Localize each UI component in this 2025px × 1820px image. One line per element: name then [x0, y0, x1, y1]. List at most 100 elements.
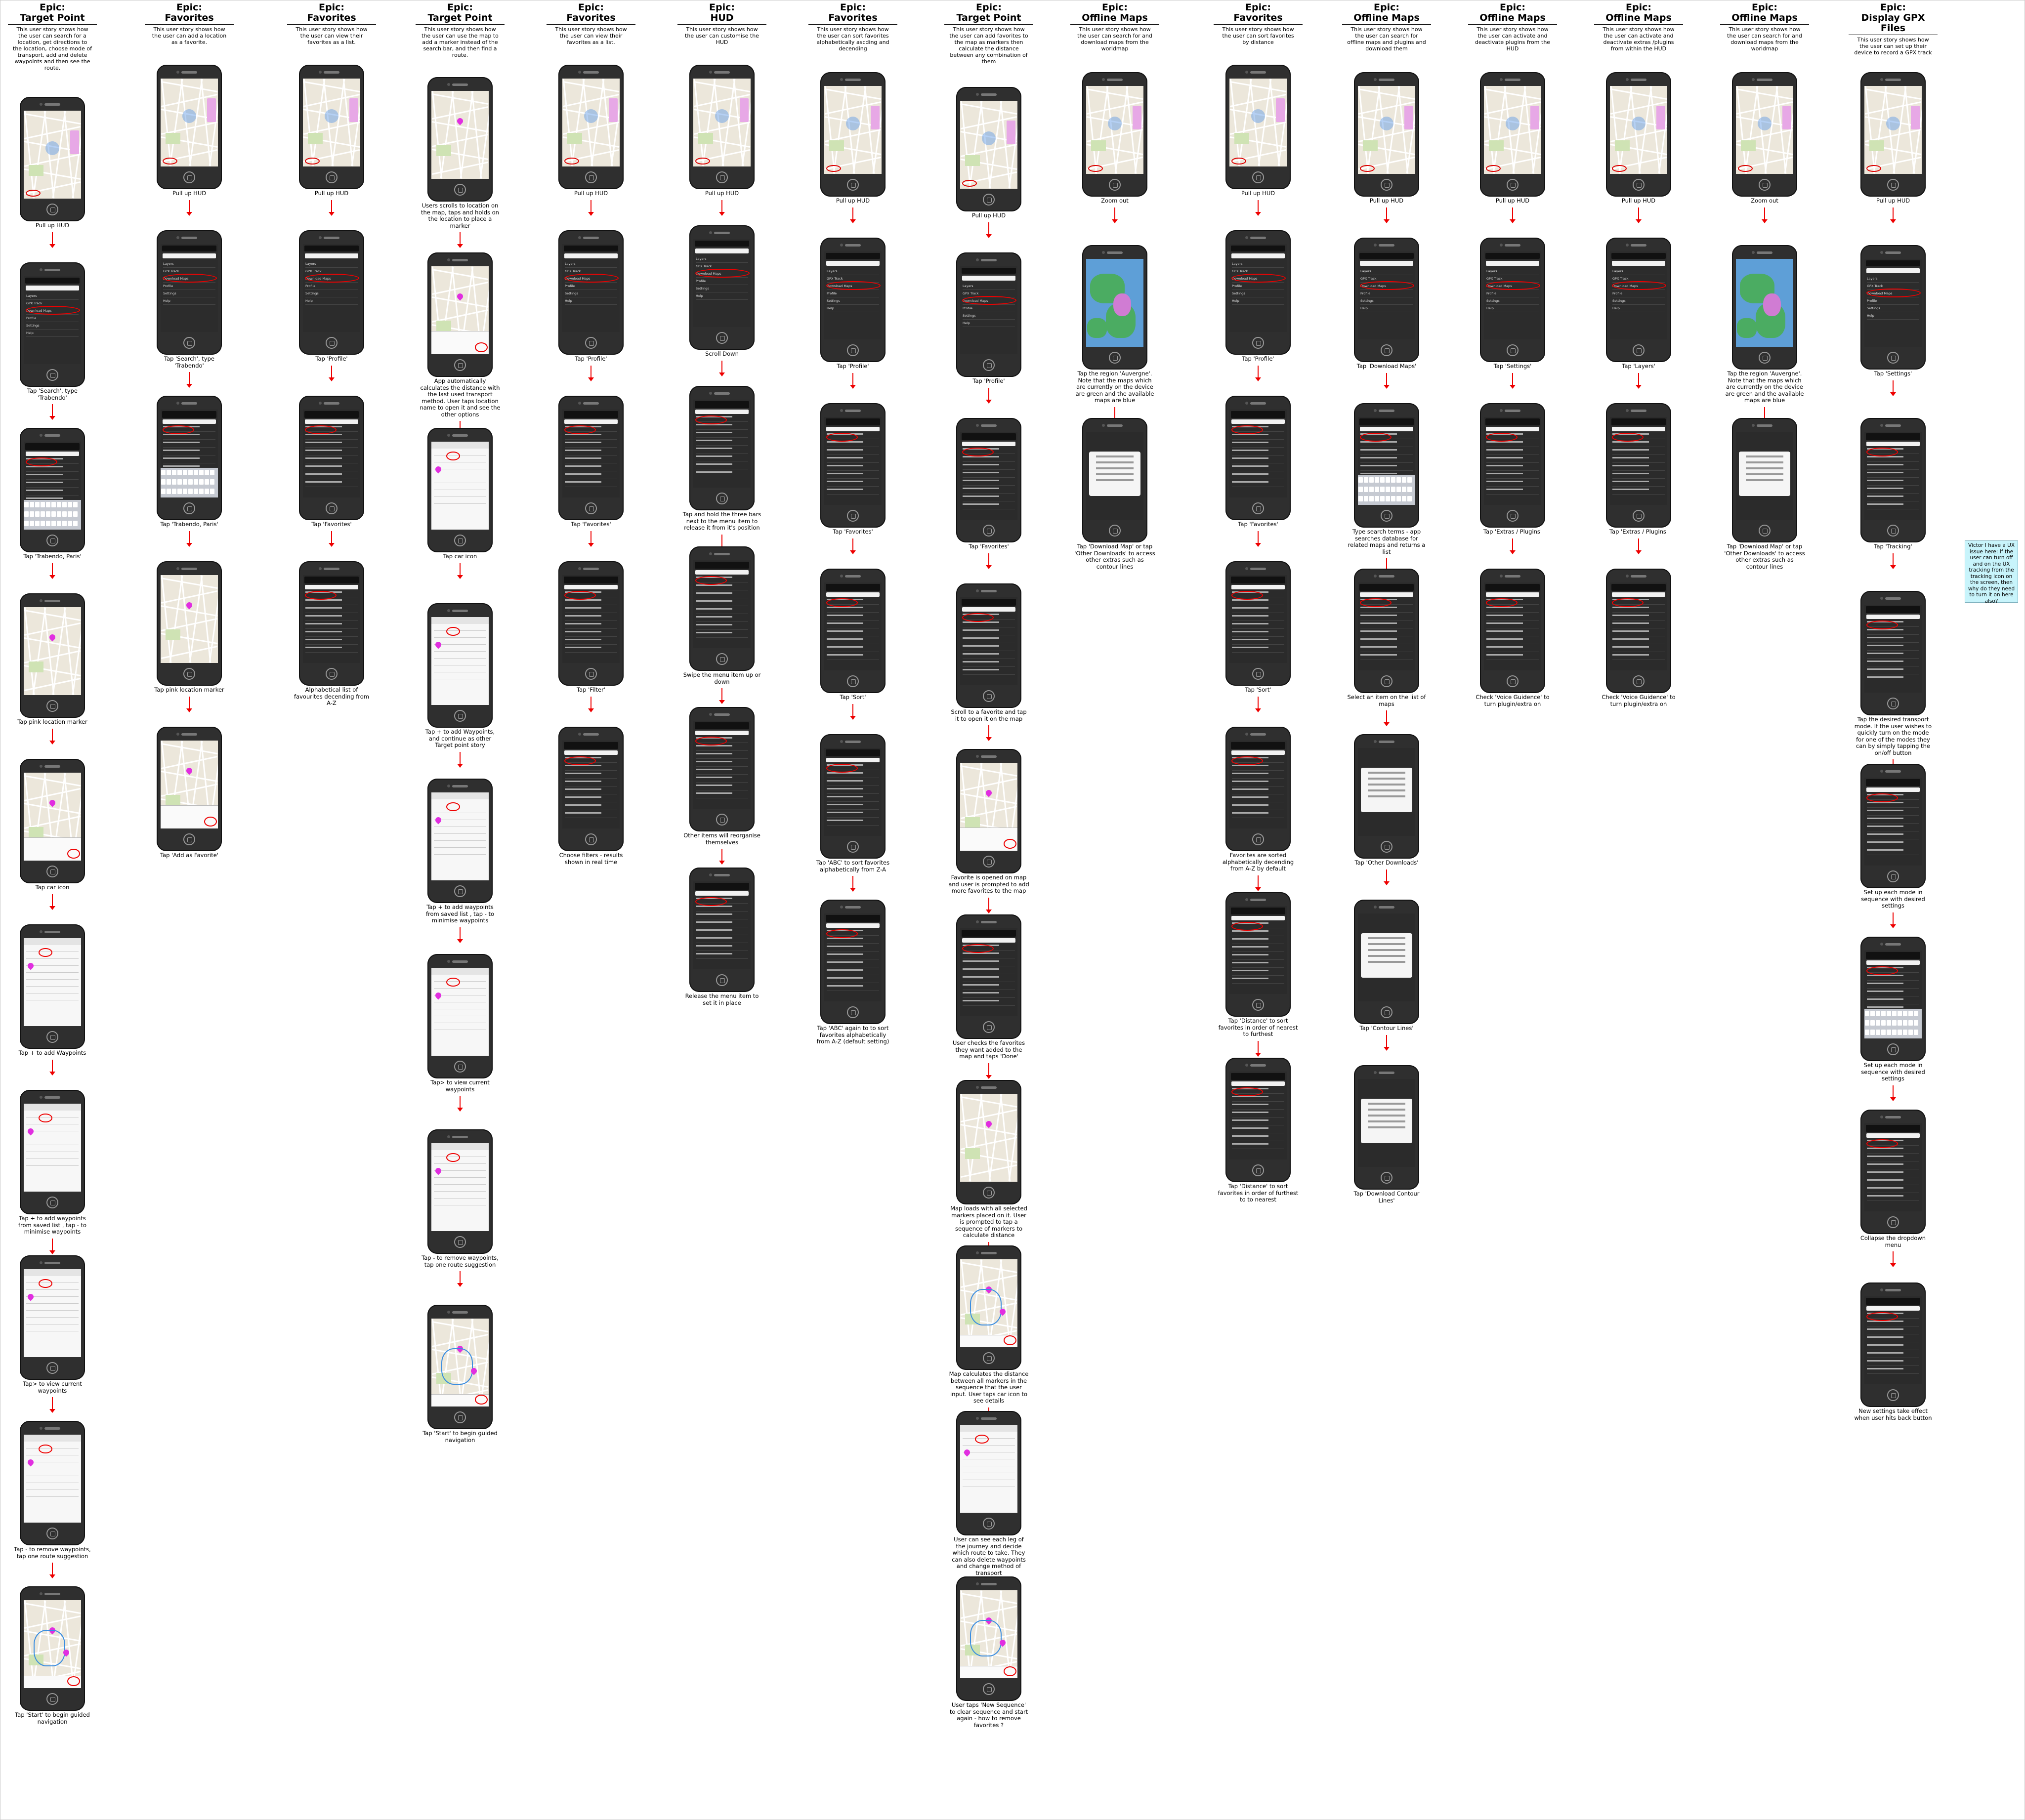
list-item[interactable]: [827, 977, 879, 983]
list-item[interactable]: [1867, 975, 1919, 981]
map-screen[interactable]: [1229, 79, 1287, 166]
menu-item[interactable]: Help: [1867, 312, 1919, 320]
waypoint-row[interactable]: [26, 1147, 79, 1152]
home-button-icon[interactable]: [983, 856, 995, 868]
menu-item[interactable]: Layers: [1612, 268, 1665, 275]
menu-item[interactable]: Settings: [565, 290, 617, 297]
home-button-icon[interactable]: [1633, 179, 1645, 191]
waypoint-row[interactable]: [26, 1160, 79, 1166]
list-item[interactable]: [1612, 654, 1665, 660]
list-item[interactable]: [1486, 473, 1539, 479]
list-item[interactable]: [305, 434, 358, 440]
list-item[interactable]: [565, 788, 617, 794]
list-item[interactable]: [1360, 457, 1413, 463]
list-item[interactable]: [1867, 464, 1919, 470]
keyboard[interactable]: [161, 468, 218, 497]
home-button-icon[interactable]: [46, 700, 58, 712]
list-item[interactable]: [26, 474, 79, 480]
home-button-icon[interactable]: [847, 841, 859, 853]
waypoint-row[interactable]: [434, 1193, 486, 1199]
list-screen[interactable]: [1864, 432, 1922, 520]
list-item[interactable]: [1232, 607, 1284, 613]
home-button-icon[interactable]: [454, 359, 466, 371]
map-screen[interactable]: [1358, 86, 1415, 174]
list-item[interactable]: [565, 465, 617, 471]
list-item[interactable]: [827, 961, 879, 967]
list-item[interactable]: [305, 623, 358, 629]
list-item[interactable]: [1867, 1171, 1919, 1177]
home-button-icon[interactable]: [46, 866, 58, 877]
waypoint-row[interactable]: [434, 457, 486, 462]
home-button-icon[interactable]: [46, 1693, 58, 1705]
waypoint-row[interactable]: [26, 1312, 79, 1318]
list-item[interactable]: [696, 777, 748, 783]
home-button-icon[interactable]: [1252, 833, 1264, 845]
list-screen[interactable]: [1864, 1296, 1922, 1384]
waypoint-row[interactable]: [26, 1291, 79, 1297]
menu-item[interactable]: Profile: [1486, 290, 1539, 297]
hud-menu-screen[interactable]: Layers GPX Track Download Maps Profile Setti…: [161, 244, 218, 332]
waypoint-row[interactable]: [434, 1186, 486, 1192]
map-screen[interactable]: [303, 79, 360, 166]
list-item[interactable]: [1867, 1360, 1919, 1366]
list-item[interactable]: [963, 960, 1015, 966]
list-screen[interactable]: [693, 400, 751, 488]
list-item[interactable]: [565, 631, 617, 637]
list-item[interactable]: [1232, 1096, 1284, 1102]
home-button-icon[interactable]: [983, 1352, 995, 1364]
list-item[interactable]: [1612, 465, 1665, 471]
search-keyboard-screen[interactable]: [161, 410, 218, 497]
search-input[interactable]: [826, 261, 880, 266]
list-item[interactable]: [963, 629, 1015, 635]
home-button-icon[interactable]: [847, 1006, 859, 1018]
list-item[interactable]: [565, 623, 617, 629]
home-button-icon[interactable]: [1381, 344, 1392, 356]
waypoint-row[interactable]: [434, 808, 486, 813]
keyboard[interactable]: [24, 500, 81, 530]
map-screen[interactable]: [1736, 86, 1793, 174]
home-button-icon[interactable]: [1507, 675, 1519, 687]
menu-item[interactable]: Profile: [305, 283, 358, 290]
home-button-icon[interactable]: [1887, 1043, 1899, 1055]
list-item[interactable]: [1486, 481, 1539, 487]
home-button-icon[interactable]: [585, 502, 597, 514]
waypoint-row[interactable]: [26, 1305, 79, 1311]
list-item[interactable]: [696, 608, 748, 614]
list-screen[interactable]: [693, 560, 751, 648]
list-item[interactable]: [963, 480, 1015, 486]
waypoints-screen[interactable]: [960, 1425, 1017, 1513]
list-screen[interactable]: [562, 575, 620, 663]
home-button-icon[interactable]: [326, 668, 338, 680]
list-item[interactable]: [963, 464, 1015, 470]
home-button-icon[interactable]: [1381, 841, 1392, 853]
list-item[interactable]: [1867, 1368, 1919, 1374]
list-item[interactable]: [565, 599, 617, 605]
list-screen[interactable]: [960, 432, 1017, 520]
list-item[interactable]: [1232, 434, 1284, 440]
home-button-icon[interactable]: [46, 1031, 58, 1043]
home-button-icon[interactable]: [585, 171, 597, 183]
list-screen[interactable]: [1864, 605, 1922, 693]
list-item[interactable]: [963, 968, 1015, 974]
list-item[interactable]: [1232, 781, 1284, 786]
list-item[interactable]: [827, 622, 879, 628]
waypoint-row[interactable]: [434, 450, 486, 455]
menu-item[interactable]: Help: [696, 292, 748, 300]
map-screen[interactable]: [693, 79, 751, 166]
list-item[interactable]: [696, 440, 748, 446]
home-button-icon[interactable]: [1887, 352, 1899, 364]
home-button-icon[interactable]: [1252, 1164, 1264, 1176]
list-item[interactable]: [1867, 1179, 1919, 1185]
home-button-icon[interactable]: [847, 510, 859, 522]
home-button-icon[interactable]: [1887, 1216, 1899, 1228]
list-item[interactable]: [696, 424, 748, 430]
map-screen[interactable]: [960, 1094, 1017, 1182]
home-button-icon[interactable]: [454, 710, 466, 722]
home-button-icon[interactable]: [716, 653, 728, 665]
list-item[interactable]: [1867, 841, 1919, 847]
list-item[interactable]: [1360, 615, 1413, 620]
list-item[interactable]: [1232, 1119, 1284, 1125]
list-item[interactable]: [1612, 638, 1665, 644]
waypoints-screen[interactable]: [24, 938, 81, 1026]
home-button-icon[interactable]: [1759, 179, 1771, 191]
